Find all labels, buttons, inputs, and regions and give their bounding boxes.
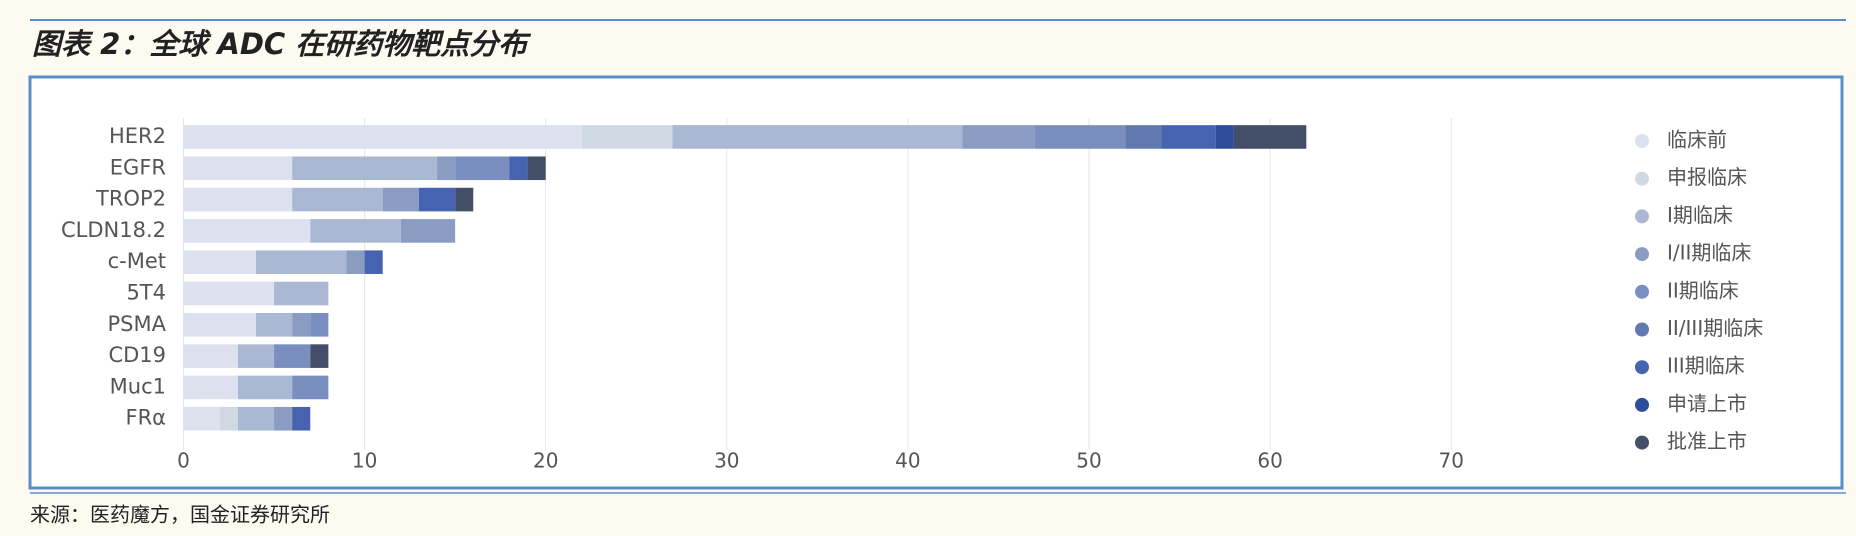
bar-segment [346, 250, 365, 274]
bar-segment [310, 313, 329, 337]
legend-swatch [1635, 322, 1649, 337]
bar-segment [455, 156, 510, 181]
bar-segment [183, 187, 293, 212]
y-tick-label: FRα [125, 406, 166, 430]
y-tick-label: HER2 [109, 124, 166, 148]
x-tick-label: 50 [1076, 449, 1101, 473]
bar-segment [581, 125, 673, 149]
bar-segment [382, 187, 419, 212]
legend-swatch [1635, 134, 1649, 148]
legend-swatch [1635, 284, 1649, 299]
bar-segment [292, 313, 311, 337]
bar-segment [455, 187, 474, 212]
legend-label: I/II期临床 [1667, 241, 1751, 265]
legend-swatch [1635, 435, 1649, 450]
bar-segment [292, 406, 311, 431]
y-tick-label: Muc1 [110, 374, 166, 398]
bar-segment [527, 156, 546, 181]
legend-swatch [1635, 209, 1649, 224]
bar-segment [183, 219, 311, 243]
y-tick-label: EGFR [110, 155, 166, 179]
bar-segment [255, 313, 293, 337]
legend-swatch [1635, 247, 1649, 262]
legend-label: II/III期临床 [1667, 316, 1763, 340]
figure-title: 图表 2：全球 ADC 在研药物靶点分布 [32, 27, 531, 61]
bar-segment [437, 156, 456, 181]
bar-segment [237, 406, 275, 431]
bar-segment [183, 156, 293, 181]
bar-segment [183, 375, 238, 400]
bar-segment [255, 250, 347, 274]
legend-label: II期临床 [1667, 278, 1739, 302]
bar-segment [400, 219, 456, 243]
y-tick-label: PSMA [108, 312, 167, 336]
bar-segment [183, 406, 220, 431]
bar-segment [1034, 125, 1126, 149]
x-tick-label: 0 [177, 449, 190, 473]
bar-segment [183, 313, 256, 337]
source-note: 来源：医药魔方，国金证券研究所 [30, 503, 330, 527]
bar-segment [274, 281, 329, 306]
bar-segment [292, 375, 329, 400]
bar-segment [183, 250, 256, 274]
legend-label: 临床前 [1667, 128, 1727, 152]
bar-segment [418, 187, 456, 212]
bar-segment [364, 250, 383, 274]
legend-label: III期临床 [1667, 354, 1745, 378]
bar-segment [274, 406, 293, 431]
bar-segment [1215, 125, 1234, 149]
bar-segment [962, 125, 1035, 149]
y-tick-label: CD19 [108, 343, 166, 367]
bar-segment [237, 375, 293, 400]
bar-segment [310, 344, 329, 368]
legend-swatch [1635, 360, 1649, 375]
legend-swatch [1635, 171, 1649, 186]
bar-segment [1125, 125, 1162, 149]
y-tick-label: TROP2 [95, 187, 166, 211]
x-tick-label: 10 [352, 449, 377, 473]
legend-label: 申请上市 [1667, 391, 1747, 415]
bar-segment [183, 281, 275, 306]
bar-segment [237, 344, 275, 368]
legend-label: I期临床 [1667, 203, 1733, 227]
y-tick-label: CLDN18.2 [61, 218, 166, 242]
bar-segment [310, 219, 401, 243]
y-tick-label: c-Met [108, 249, 166, 273]
bar-segment [672, 125, 963, 149]
x-tick-label: 70 [1438, 449, 1463, 473]
bar-segment [274, 344, 311, 368]
bar-segment [509, 156, 528, 181]
x-tick-label: 60 [1257, 449, 1282, 473]
bar-segment [292, 156, 438, 181]
legend-swatch [1635, 397, 1649, 412]
bar-segment [1233, 125, 1307, 149]
y-tick-label: 5T4 [126, 281, 166, 305]
bar-segment [1161, 125, 1216, 149]
bar-segment [183, 125, 582, 149]
bar-segment [292, 187, 383, 212]
x-tick-label: 20 [533, 449, 558, 473]
x-tick-label: 40 [895, 449, 920, 473]
legend-label: 申报临床 [1667, 165, 1747, 189]
legend-label: 批准上市 [1667, 429, 1747, 453]
bar-segment [219, 406, 238, 431]
bar-segment [183, 344, 238, 368]
x-tick-label: 30 [714, 449, 739, 473]
